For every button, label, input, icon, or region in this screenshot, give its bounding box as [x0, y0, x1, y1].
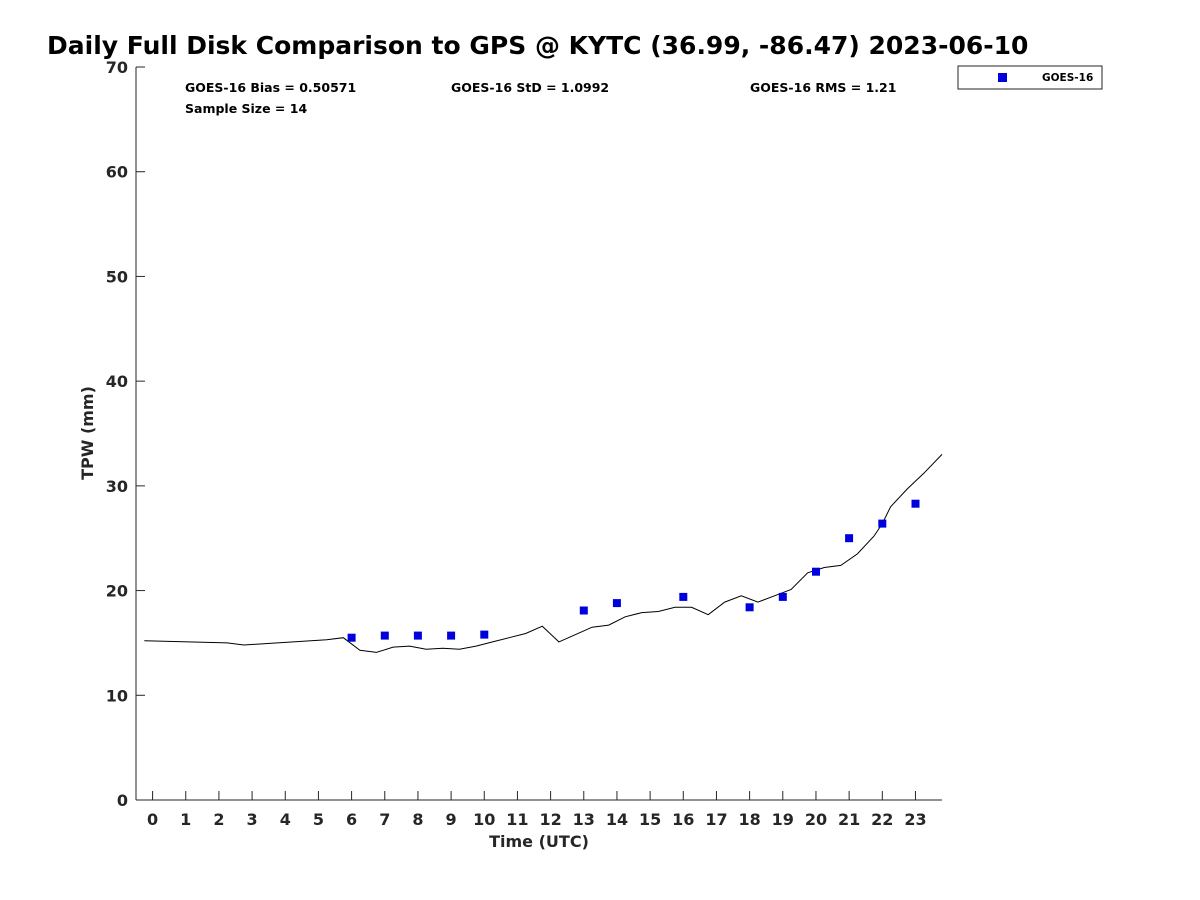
goes16-point — [845, 534, 854, 543]
x-axis-ticks: 0 1 2 3 4 5 6 7 8 9 10 11 12 13 14 15 16 17 18 19 20 21 22 23 — [147, 791, 927, 829]
x-tick-label: 11 — [506, 810, 528, 829]
goes16-point — [745, 603, 754, 612]
x-tick-label: 21 — [838, 810, 860, 829]
x-tick-label: 0 — [147, 810, 158, 829]
x-tick-label: 4 — [280, 810, 291, 829]
std-stat: GOES-16 StD = 1.0992 — [451, 80, 609, 95]
legend-marker-goes16 — [998, 73, 1007, 82]
goes16-point — [878, 519, 887, 528]
x-tick-label: 3 — [247, 810, 258, 829]
goes16-point — [347, 633, 356, 642]
goes16-point — [679, 592, 688, 601]
x-tick-label: 9 — [446, 810, 457, 829]
x-tick-label: 12 — [539, 810, 561, 829]
y-tick-label: 40 — [106, 372, 128, 391]
legend-label-goes16: GOES-16 — [1042, 72, 1093, 84]
rms-stat: GOES-16 RMS = 1.21 — [750, 80, 896, 95]
x-tick-label: 13 — [573, 810, 595, 829]
y-tick-label: 60 — [106, 163, 128, 182]
goes16-point — [447, 631, 456, 640]
plot-area — [136, 67, 942, 800]
gps-reference-line — [144, 454, 943, 653]
goes16-point — [380, 631, 389, 640]
x-tick-label: 14 — [606, 810, 628, 829]
y-axis-label: TPW (mm) — [78, 386, 97, 480]
x-tick-label: 16 — [672, 810, 694, 829]
y-tick-label: 30 — [106, 477, 128, 496]
x-tick-label: 2 — [213, 810, 224, 829]
goes16-point — [579, 606, 588, 615]
y-tick-label: 70 — [106, 58, 128, 77]
chart-title: Daily Full Disk Comparison to GPS @ KYTC… — [47, 31, 1028, 60]
bias-stat: GOES-16 Bias = 0.50571 — [185, 80, 356, 95]
x-tick-label: 6 — [346, 810, 357, 829]
y-tick-label: 20 — [106, 582, 128, 601]
y-tick-label: 50 — [106, 267, 128, 286]
x-tick-label: 20 — [805, 810, 827, 829]
goes16-point — [612, 599, 621, 608]
y-tick-label: 10 — [106, 686, 128, 705]
sample-size-stat: Sample Size = 14 — [185, 101, 307, 116]
x-tick-label: 8 — [412, 810, 423, 829]
x-tick-label: 19 — [772, 810, 794, 829]
y-axis-ticks: 0 10 20 30 40 50 60 70 — [106, 58, 145, 810]
goes16-point — [812, 567, 820, 576]
legend-box — [957, 65, 1103, 90]
x-tick-label: 7 — [379, 810, 390, 829]
series-layer — [144, 454, 943, 653]
x-tick-label: 22 — [871, 810, 893, 829]
x-tick-label: 5 — [313, 810, 324, 829]
goes16-point — [911, 499, 920, 508]
x-tick-label: 17 — [705, 810, 727, 829]
x-tick-label: 18 — [738, 810, 760, 829]
legend: GOES-16 — [957, 65, 1103, 90]
x-axis-label: Time (UTC) — [489, 832, 589, 851]
goes16-point — [413, 631, 422, 640]
goes16-point — [480, 630, 489, 639]
x-tick-label: 23 — [904, 810, 926, 829]
x-tick-label: 15 — [639, 810, 661, 829]
x-tick-label: 1 — [180, 810, 191, 829]
x-tick-label: 10 — [473, 810, 495, 829]
goes16-point — [778, 592, 787, 601]
y-tick-label: 0 — [117, 791, 128, 810]
